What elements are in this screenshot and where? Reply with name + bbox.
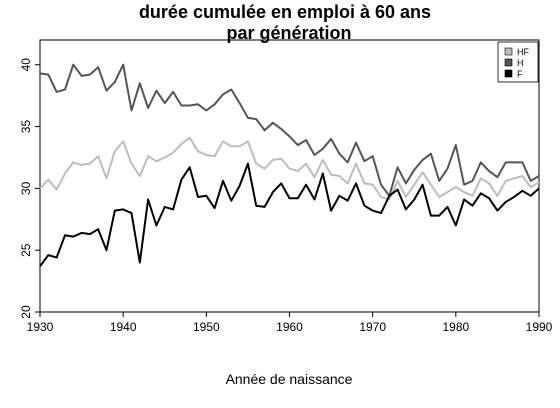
series-line-hf	[39, 136, 540, 201]
x-tick-label: 1970	[359, 320, 386, 334]
series-line-h	[39, 63, 540, 197]
legend-label-hf: HF	[517, 47, 529, 57]
series-line-f	[39, 162, 540, 267]
y-tick-label: 20	[19, 305, 33, 319]
x-axis: 1930 1940 1950 1960 1970 1980 1990	[27, 312, 553, 334]
x-tick-label: 1990	[526, 320, 553, 334]
y-tick-label: 35	[19, 120, 33, 134]
legend-label-f: F	[517, 69, 523, 79]
y-tick-label: 30	[19, 181, 33, 195]
x-tick-label: 1960	[276, 320, 303, 334]
legend-swatch-f	[504, 69, 513, 78]
y-axis: 20 25 30 35 40	[19, 58, 40, 319]
legend-swatch-hf	[504, 47, 513, 56]
x-axis-label: Année de naissance	[226, 371, 353, 387]
legend-box	[497, 41, 539, 83]
legend-swatch-h	[504, 58, 513, 67]
x-tick-label: 1930	[27, 320, 54, 334]
series-lines	[39, 63, 540, 267]
chart-title-line-1: durée cumulée en emploi à 60 ans	[139, 2, 431, 22]
x-tick-label: 1940	[110, 320, 137, 334]
y-tick-label: 25	[19, 243, 33, 257]
x-tick-label: 1980	[442, 320, 469, 334]
y-tick-label: 40	[19, 58, 33, 72]
chart-title-line-2: par génération	[226, 23, 351, 43]
legend-label-h: H	[517, 58, 524, 68]
x-tick-label: 1950	[193, 320, 220, 334]
